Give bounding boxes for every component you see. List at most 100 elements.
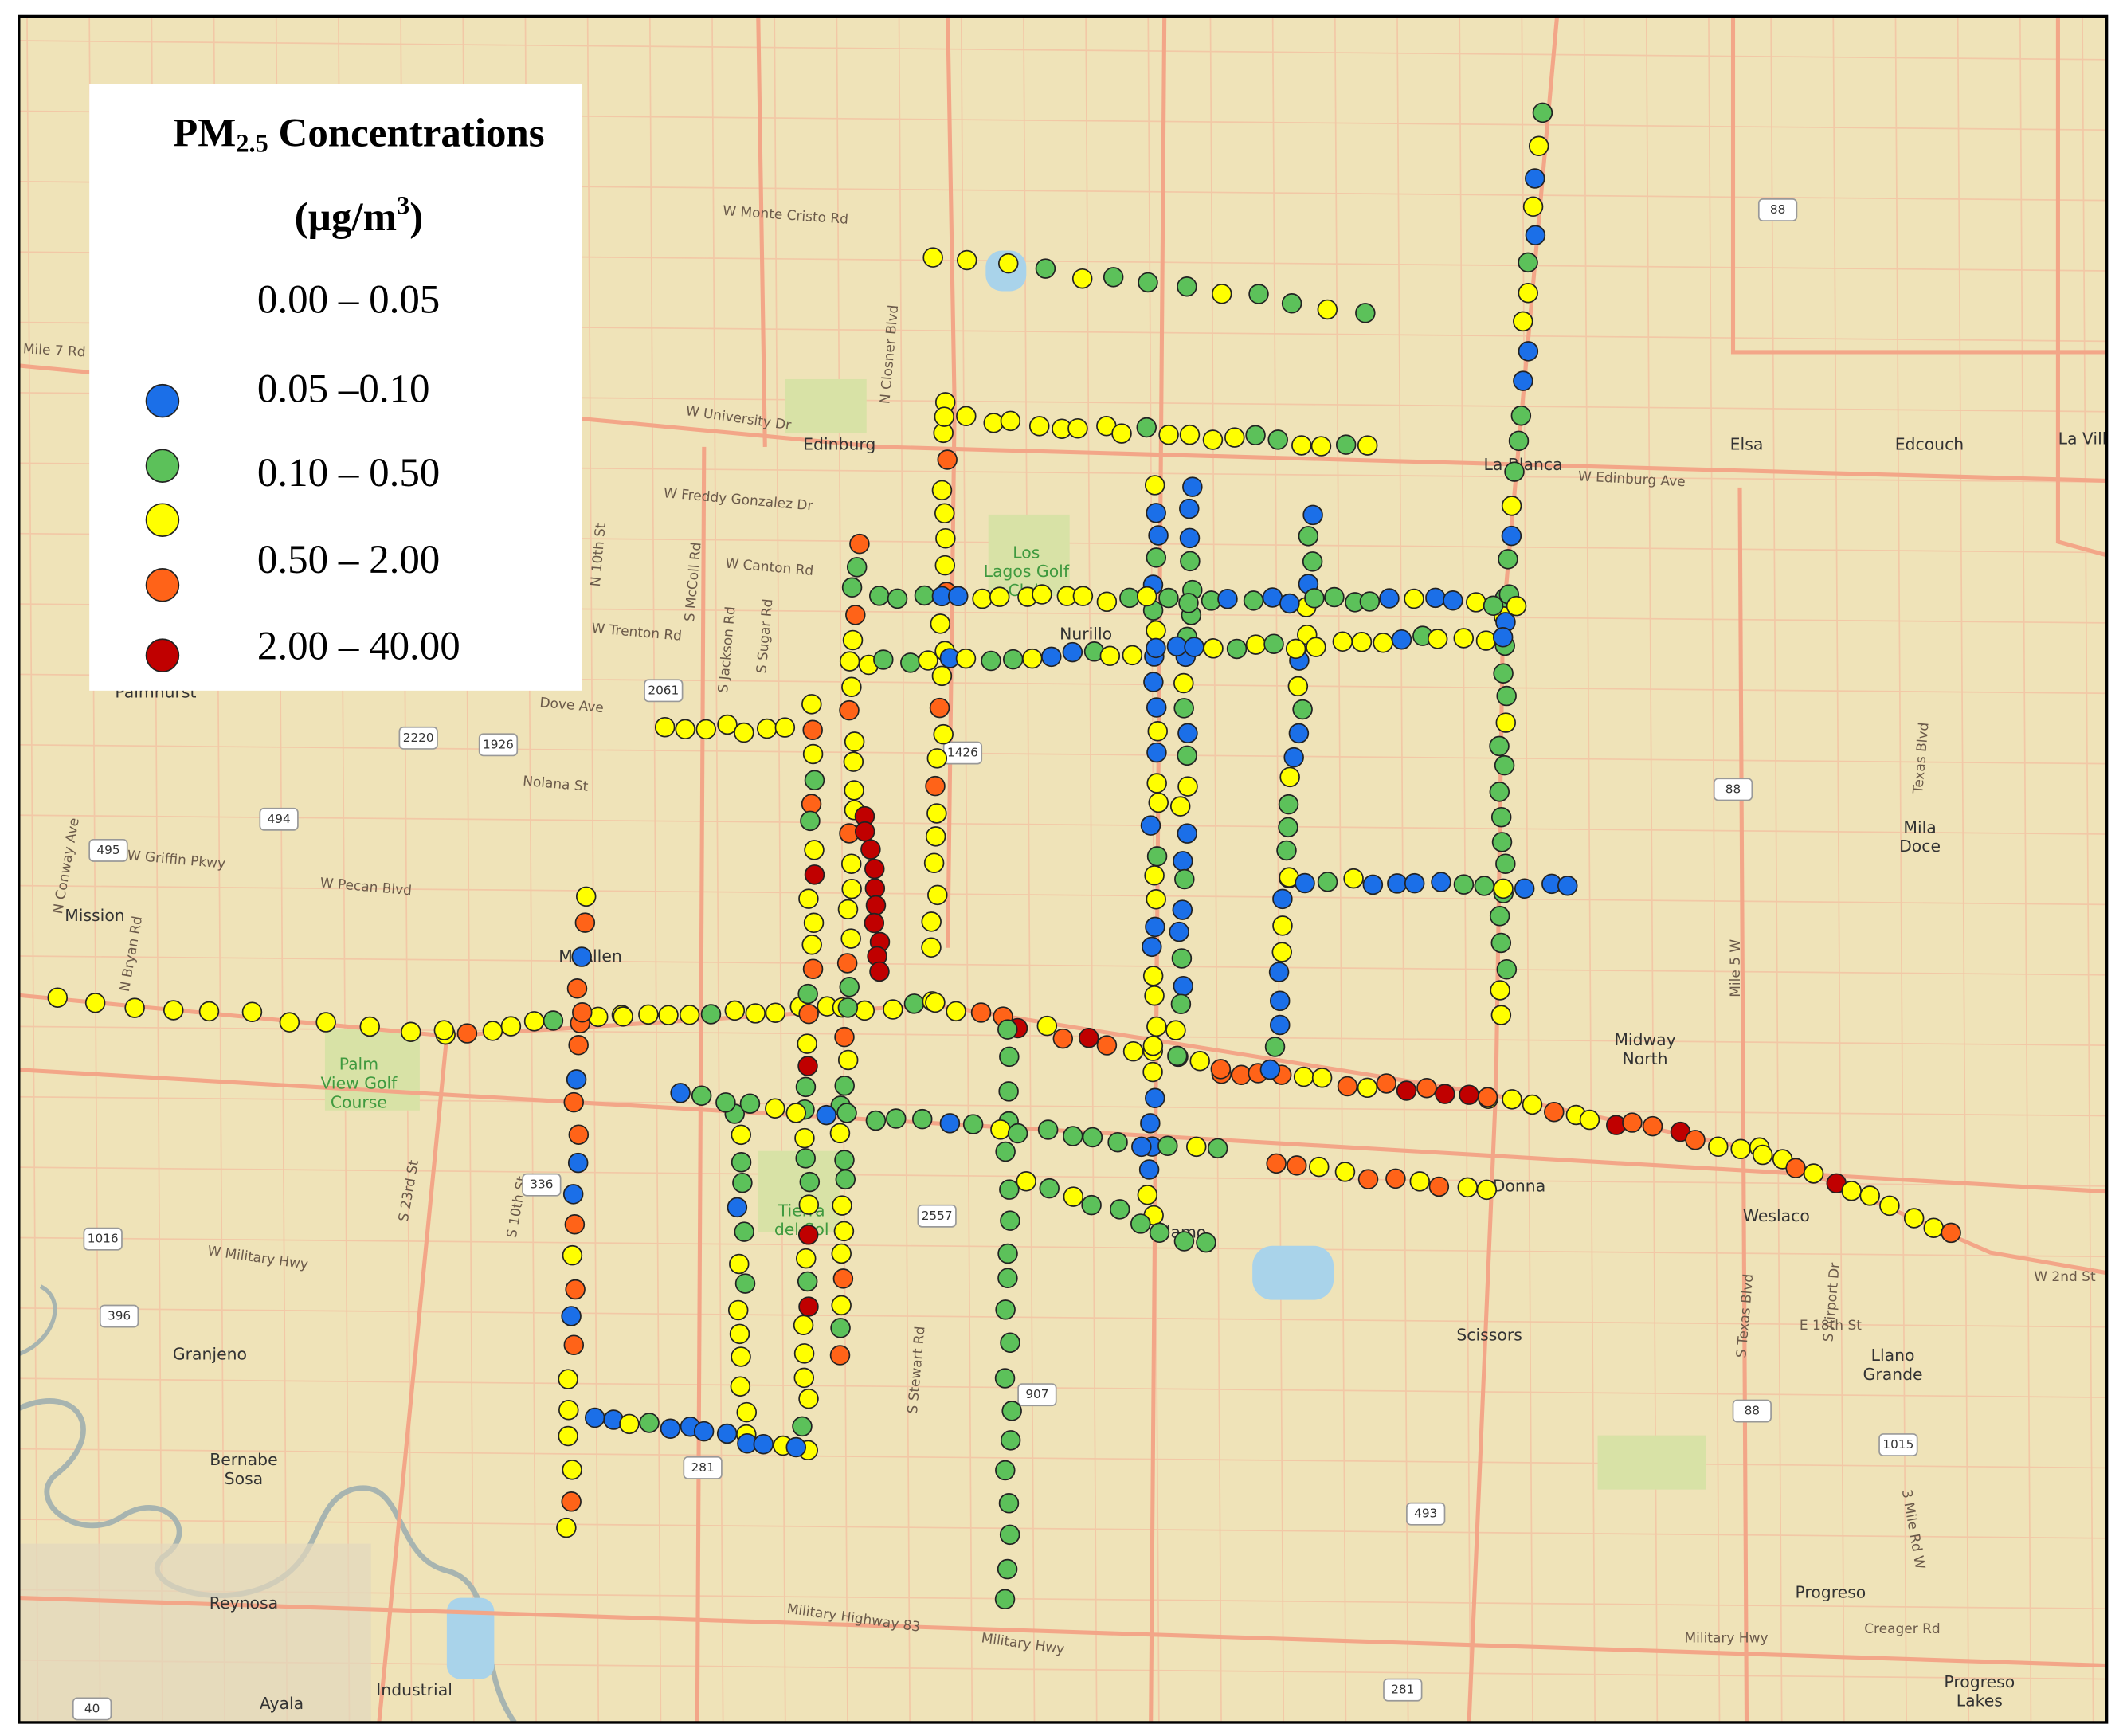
measurement-dot — [1109, 1199, 1130, 1220]
measurement-dot — [1138, 272, 1158, 293]
measurement-dot — [1622, 1112, 1643, 1133]
measurement-dot — [1146, 503, 1166, 523]
measurement-dot — [715, 1092, 736, 1113]
measurement-dot — [558, 1425, 578, 1447]
measurement-dot — [571, 946, 592, 967]
measurement-dot — [1035, 258, 1056, 279]
measurement-dot — [739, 1093, 761, 1114]
place-label: Bernabe — [210, 1450, 277, 1469]
measurement-dot — [930, 613, 951, 634]
measurement-dot — [1272, 915, 1293, 936]
measurement-dot — [1186, 1136, 1207, 1158]
measurement-dot — [1337, 1076, 1358, 1097]
measurement-dot — [1177, 823, 1197, 844]
legend-title: PM2.5 Concentrations — [173, 112, 544, 158]
measurement-dot — [564, 1214, 586, 1235]
measurement-dot — [1502, 1089, 1522, 1110]
measurement-dot — [1409, 1171, 1431, 1192]
measurement-dot — [1298, 526, 1319, 547]
measurement-dot — [575, 886, 597, 907]
measurement-dot — [1443, 590, 1463, 611]
measurement-dot — [660, 1418, 681, 1440]
measurement-dot — [1245, 634, 1267, 655]
measurement-dot — [793, 1343, 815, 1364]
minor-road — [1770, 16, 1783, 1722]
measurement-dot — [1147, 721, 1168, 742]
measurement-dot — [883, 999, 903, 1020]
measurement-dot — [1357, 435, 1378, 456]
legend-label: 0.50 – 2.00 — [257, 538, 440, 582]
measurement-dot — [1427, 629, 1448, 649]
legend-unit-rest: ) — [409, 195, 423, 240]
measurement-dot — [864, 878, 886, 899]
measurement-dot — [997, 1243, 1018, 1264]
legend-swatch — [145, 638, 180, 672]
route-shield — [398, 726, 438, 750]
measurement-dot — [1334, 1162, 1356, 1182]
place-label: Sosa — [225, 1469, 264, 1488]
measurement-dot — [843, 751, 864, 772]
measurement-dot — [935, 527, 956, 549]
measurement-dot — [1435, 1084, 1455, 1104]
measurement-dot — [914, 585, 935, 606]
measurement-dot — [1140, 1113, 1161, 1134]
measurement-dot — [998, 1493, 1020, 1514]
measurement-dot — [864, 912, 885, 934]
measurement-dot — [839, 699, 860, 721]
measurement-dot — [1506, 595, 1527, 617]
measurement-dot — [999, 1046, 1020, 1068]
measurement-dot — [1785, 1158, 1806, 1178]
measurement-dot — [756, 718, 778, 739]
measurement-dot — [1391, 629, 1412, 650]
measurement-dot — [1387, 873, 1408, 894]
legend-title-rest: Concentrations — [268, 112, 545, 156]
measurement-dot — [1493, 663, 1514, 684]
measurement-dot — [927, 884, 948, 906]
measurement-dot — [1525, 168, 1545, 189]
measurement-dot — [1513, 311, 1533, 332]
measurement-dot — [731, 1346, 751, 1367]
measurement-dot — [1224, 427, 1245, 448]
measurement-dot — [1096, 591, 1118, 613]
measurement-dot — [1685, 1130, 1706, 1150]
measurement-dot — [833, 1221, 855, 1242]
measurement-dot — [837, 1049, 859, 1071]
measurement-dot — [794, 1127, 815, 1149]
route-shield-label: 2220 — [403, 731, 434, 745]
measurement-dot — [816, 1104, 837, 1126]
measurement-dot — [1271, 942, 1292, 962]
route-shield — [917, 1204, 957, 1228]
road-label: Creager Rd — [1864, 1621, 1941, 1637]
measurement-dot — [1498, 549, 1518, 570]
measurement-dot — [584, 1407, 605, 1428]
measurement-dot — [1730, 1138, 1751, 1160]
place-label: Scissors — [1456, 1326, 1522, 1345]
measurement-dot — [734, 722, 754, 743]
measurement-dot — [1243, 590, 1264, 611]
measurement-dot — [1752, 1144, 1773, 1166]
measurement-dot — [562, 1184, 584, 1205]
minor-road — [1085, 16, 1098, 1722]
measurement-dot — [798, 1194, 820, 1215]
measurement-dot — [1522, 196, 1544, 217]
place-label: Nurillo — [1060, 624, 1112, 643]
measurement-dot — [1302, 504, 1323, 526]
water — [446, 1597, 495, 1679]
measurement-dot — [804, 770, 825, 791]
route-shield-label: 1426 — [947, 746, 978, 760]
measurement-dot — [962, 1114, 984, 1134]
measurement-dot — [679, 1005, 700, 1025]
minor-road — [1583, 16, 1596, 1722]
measurement-dot — [1146, 773, 1167, 794]
measurement-dot — [1557, 876, 1578, 896]
measurement-dot — [1708, 1136, 1729, 1158]
road-label: W 2nd St — [2034, 1269, 2096, 1285]
measurement-dot — [1291, 435, 1312, 456]
place-label: North — [1623, 1049, 1668, 1068]
measurement-dot — [241, 1001, 263, 1022]
measurement-dot — [886, 1108, 907, 1129]
minor-road — [18, 884, 2107, 906]
measurement-dot — [1136, 417, 1157, 438]
measurement-dot — [1226, 638, 1248, 660]
